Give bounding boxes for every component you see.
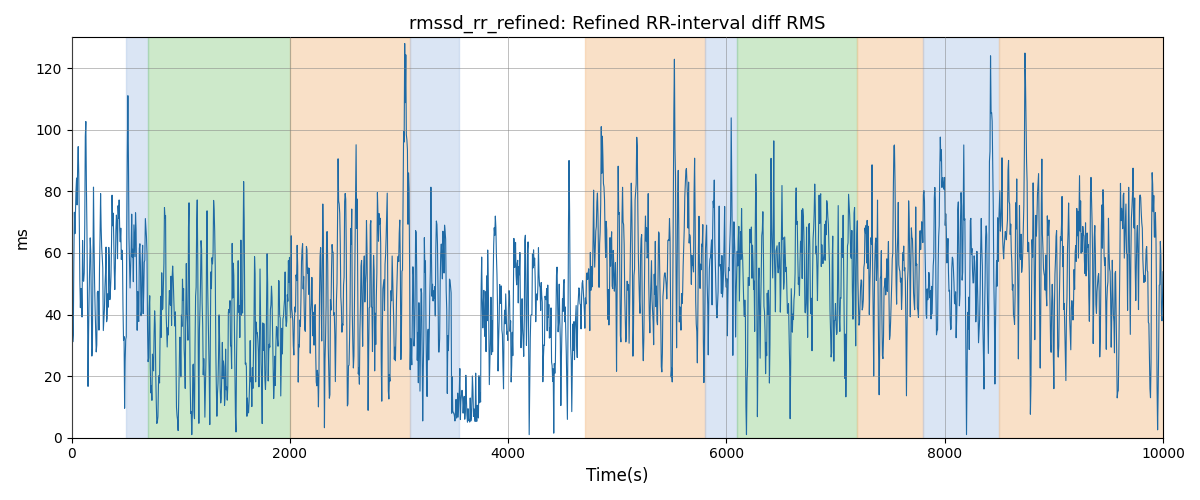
Bar [738, 38, 858, 438]
Title: rmssd_rr_refined: Refined RR-interval diff RMS: rmssd_rr_refined: Refined RR-interval di… [409, 15, 826, 34]
Bar [858, 38, 923, 438]
Bar [290, 38, 410, 438]
Bar [704, 38, 738, 438]
Bar [410, 38, 460, 438]
Y-axis label: ms: ms [16, 226, 30, 249]
Bar [584, 38, 704, 438]
Bar [148, 38, 290, 438]
X-axis label: Time(s): Time(s) [586, 467, 649, 485]
Bar [126, 38, 148, 438]
Bar [923, 38, 1000, 438]
Bar [1000, 38, 1184, 438]
